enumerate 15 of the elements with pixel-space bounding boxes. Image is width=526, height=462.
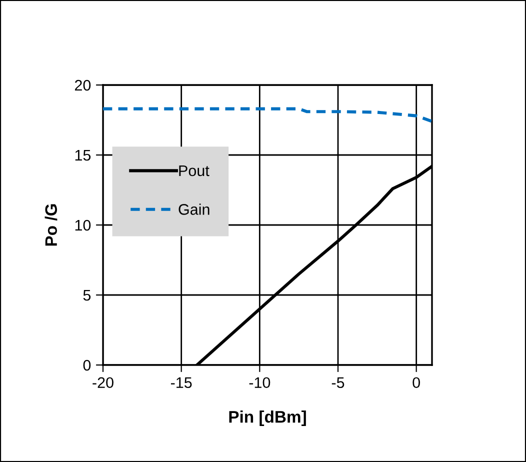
x-tick-label: 0 (412, 377, 420, 388)
x-tick-label: -10 (249, 377, 270, 388)
y-tick-label: 10 (75, 220, 91, 231)
x-axis-title: Pin [dBm] (229, 410, 306, 426)
y-tick-label: 15 (75, 150, 91, 161)
x-tick-label: -20 (92, 377, 114, 388)
legend-label: Pout (179, 165, 210, 176)
y-tick-label: 5 (83, 290, 91, 301)
x-tick-label: -15 (170, 377, 192, 388)
line-series (103, 107, 432, 123)
y-tick-label: 0 (83, 360, 91, 371)
x-tick-label: -5 (332, 377, 344, 388)
legend-label: Gain (178, 204, 210, 215)
y-axis-title: Po /G (44, 204, 58, 246)
y-tick-label: 20 (74, 80, 91, 91)
